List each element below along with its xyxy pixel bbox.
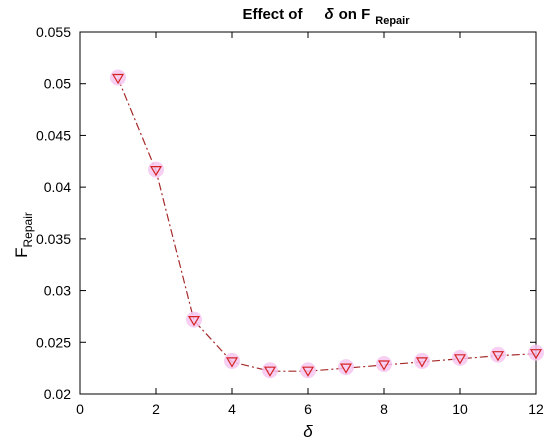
data-point <box>452 349 468 366</box>
plot-frame <box>79 31 537 395</box>
series-line <box>117 78 537 372</box>
x-tick-label: 4 <box>228 401 236 417</box>
axes: 0 2 4 6 8 10 12 0.02 0.025 0.03 0.035 0.04 0.045 0.05… <box>36 24 544 417</box>
chart-title-middle: on F <box>339 6 371 23</box>
y-tick-label: 0.055 <box>36 24 71 40</box>
data-point <box>186 311 202 328</box>
data-point <box>528 344 544 361</box>
x-tick-label: 2 <box>152 401 160 417</box>
y-axis-title-main: F <box>12 247 31 257</box>
data-point <box>148 161 164 178</box>
chart-title: Effect of δ on F Repair <box>242 6 410 27</box>
y-axis-title-subscript: Repair <box>21 212 35 247</box>
labels: Effect of δ on F Repair δ FRepair <box>12 6 410 441</box>
data-point <box>490 346 506 363</box>
data-point <box>300 362 316 379</box>
chart-title-prefix: Effect of <box>242 6 303 23</box>
y-tick-label: 0.02 <box>44 386 71 402</box>
y-tick-label: 0.03 <box>44 283 71 299</box>
x-tick-label: 8 <box>380 401 388 417</box>
x-tick-label: 12 <box>528 401 544 417</box>
y-axis-title: FRepair <box>12 212 35 258</box>
chart-title-subscript: Repair <box>375 15 410 27</box>
data-point <box>338 359 354 376</box>
data-point <box>110 69 126 86</box>
y-tick-label: 0.035 <box>36 231 71 247</box>
y-tick-label: 0.025 <box>36 334 71 350</box>
x-tick-label: 0 <box>76 401 84 417</box>
data-point <box>414 352 430 369</box>
x-tick-label: 10 <box>452 401 468 417</box>
x-axis-title: δ <box>303 422 313 441</box>
data-point <box>262 362 278 379</box>
y-tick-label: 0.045 <box>36 127 71 143</box>
y-tick-label: 0.04 <box>44 179 71 195</box>
chart-title-symbol: δ <box>324 6 334 23</box>
data-point <box>224 352 240 369</box>
x-tick-label: 6 <box>304 401 312 417</box>
series <box>110 69 544 379</box>
y-tick-label: 0.05 <box>44 76 71 92</box>
data-point <box>376 356 392 373</box>
